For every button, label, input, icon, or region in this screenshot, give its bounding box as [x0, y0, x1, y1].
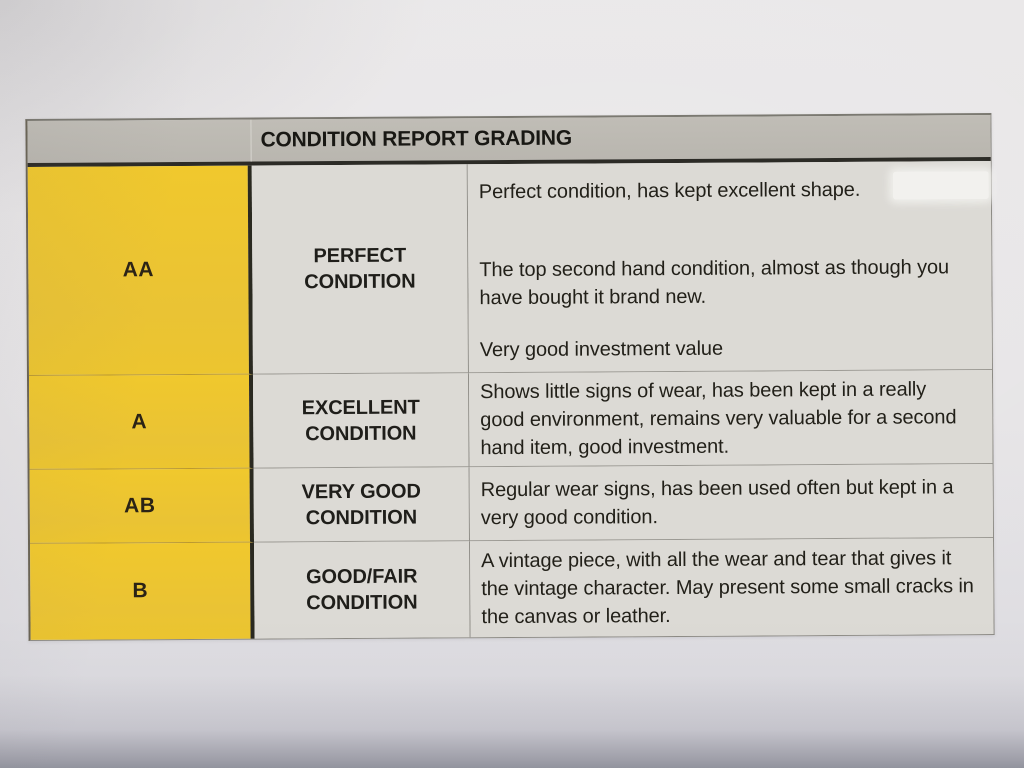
condition-name-cell: PERFECT CONDITION: [251, 164, 469, 375]
grade-label: B: [132, 579, 149, 603]
grade-label: A: [131, 409, 148, 433]
grade-cell: AA: [27, 165, 253, 376]
condition-name: GOOD/FAIR CONDITION: [305, 565, 418, 615]
description-paragraph: The top second hand condition, almost as…: [479, 256, 950, 310]
header-corner-cell: [27, 119, 252, 163]
table-row-ab: AB VERY GOOD CONDITION Regular wear sign…: [29, 464, 993, 544]
condition-grading-table: CONDITION REPORT GRADING AA PERFECT COND…: [25, 113, 995, 641]
condition-name-cell: VERY GOOD CONDITION: [253, 467, 471, 543]
table-row-a: A EXCELLENT CONDITION Shows little signs…: [28, 370, 993, 470]
grade-cell: AB: [29, 468, 255, 544]
grade-label: AA: [122, 258, 155, 282]
condition-name-cell: GOOD/FAIR CONDITION: [254, 541, 471, 639]
grade-label: AB: [124, 493, 156, 517]
condition-name-cell: EXCELLENT CONDITION: [252, 373, 470, 469]
table-row-aa: AA PERFECT CONDITION Perfect condition, …: [27, 161, 992, 376]
condition-name: PERFECT CONDITION: [304, 244, 416, 294]
description-cell: Shows little signs of wear, has been kep…: [468, 370, 993, 468]
table-title-cell: CONDITION REPORT GRADING: [251, 115, 990, 162]
description-cell: Perfect condition, has kept excellent sh…: [467, 161, 992, 374]
grade-cell: B: [30, 542, 255, 640]
description-paragraph: Perfect condition, has kept excellent sh…: [478, 178, 861, 204]
page-title: CONDITION REPORT GRADING: [260, 126, 572, 152]
table-header-row: CONDITION REPORT GRADING: [27, 115, 991, 167]
description-paragraph: Regular wear signs, has been used often …: [480, 475, 954, 529]
condition-name: VERY GOOD CONDITION: [301, 480, 421, 529]
description-paragraph: A vintage piece, with all the wear and t…: [481, 547, 974, 629]
condition-name: EXCELLENT CONDITION: [301, 396, 420, 445]
description-cell: Regular wear signs, has been used often …: [469, 464, 993, 542]
description-cell: A vintage piece, with all the wear and t…: [470, 538, 994, 638]
description-paragraph: Shows little signs of wear, has been kep…: [480, 377, 957, 459]
table-row-b: B GOOD/FAIR CONDITION A vintage piece, w…: [30, 538, 994, 640]
description-paragraph: Very good investment value: [479, 337, 724, 362]
grade-cell: A: [28, 374, 254, 470]
